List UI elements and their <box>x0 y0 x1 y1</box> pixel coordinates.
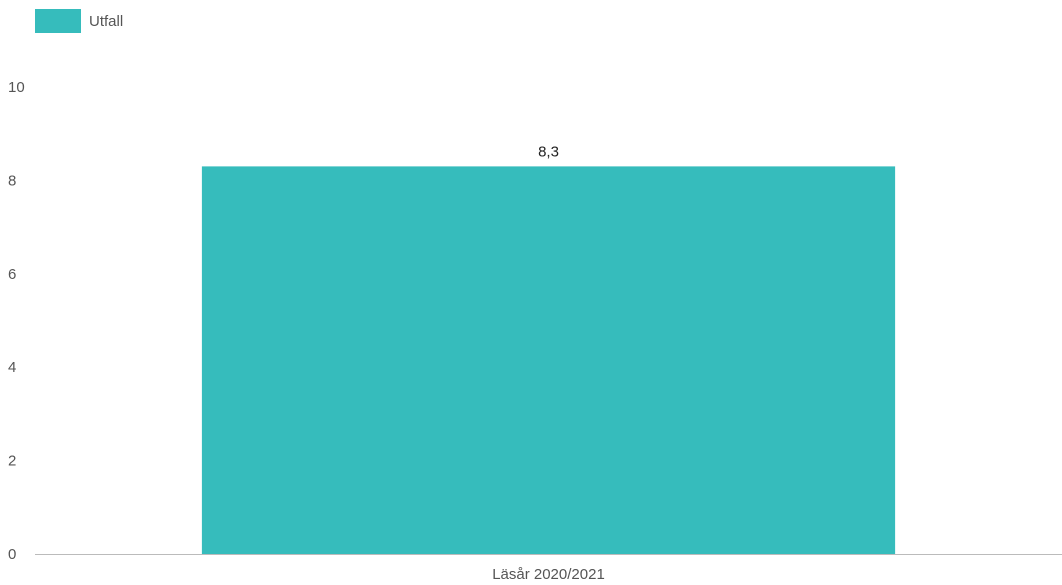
x-axis-labels: Läsår 2020/2021 <box>492 566 605 583</box>
y-tick-label: 4 <box>8 359 16 376</box>
y-axis: 0 2 4 6 8 10 <box>8 79 25 563</box>
bars: 8,3 <box>201 143 896 554</box>
legend: Utfall <box>35 9 123 33</box>
y-tick-label: 10 <box>8 79 25 96</box>
y-tick-label: 0 <box>8 546 16 563</box>
legend-label-utfall: Utfall <box>89 12 124 30</box>
y-tick-label: 8 <box>8 172 16 189</box>
bar-value-label: 8,3 <box>538 143 559 160</box>
legend-swatch <box>35 9 81 33</box>
bar <box>201 166 896 554</box>
y-tick-label: 6 <box>8 266 16 283</box>
y-tick-label: 2 <box>8 453 16 470</box>
x-tick-label: Läsår 2020/2021 <box>492 566 605 583</box>
